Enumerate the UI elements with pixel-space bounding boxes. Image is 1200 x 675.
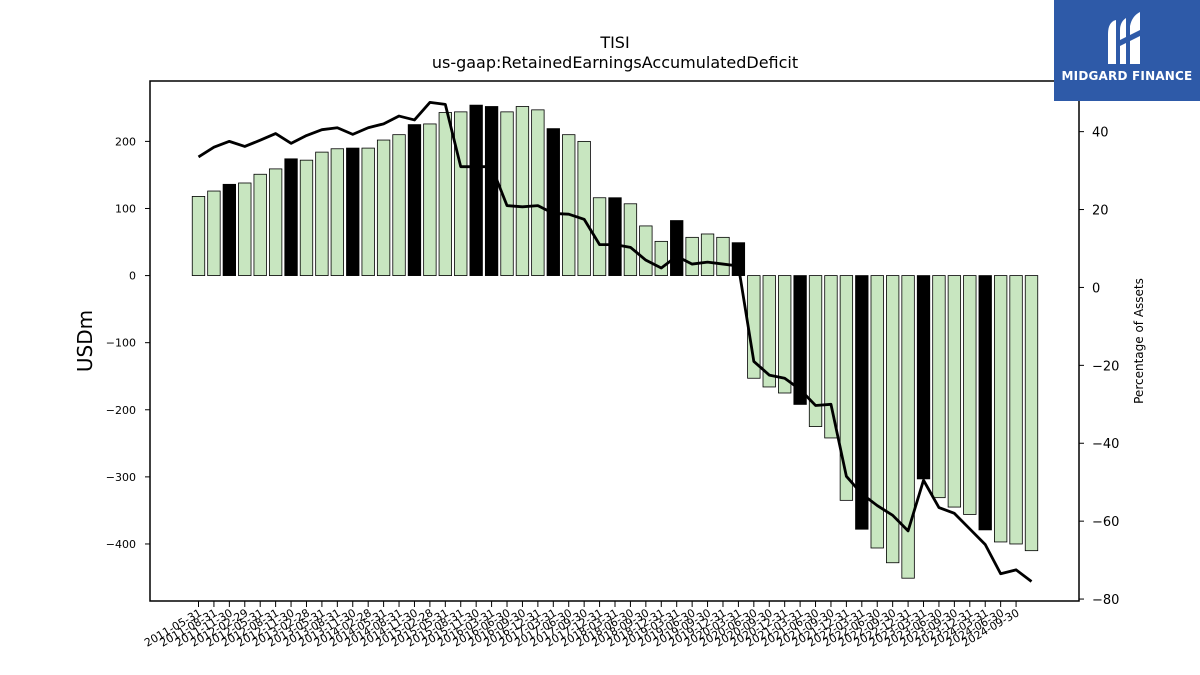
bar bbox=[947, 275, 962, 508]
bar bbox=[978, 275, 992, 531]
bar bbox=[808, 275, 823, 427]
bar bbox=[484, 106, 499, 276]
bar bbox=[623, 203, 638, 276]
y-ticks-right: 40 20 0 −20 −40 −60 −80 bbox=[1079, 126, 1119, 608]
y-tick-label: 0 bbox=[129, 270, 136, 283]
bar bbox=[994, 275, 1008, 543]
bar bbox=[685, 236, 699, 276]
bar bbox=[330, 148, 344, 276]
bar bbox=[191, 196, 206, 276]
y2-tick-label: −60 bbox=[1092, 515, 1119, 530]
y2-tick-label: 0 bbox=[1092, 281, 1100, 296]
bar bbox=[793, 275, 807, 405]
bar bbox=[268, 168, 283, 276]
bar bbox=[222, 183, 237, 276]
y-tick-label: −100 bbox=[106, 337, 136, 350]
bar bbox=[392, 134, 406, 276]
bar bbox=[731, 242, 746, 276]
y-tick-label: 200 bbox=[115, 135, 136, 148]
y2-tick-label: −80 bbox=[1092, 593, 1119, 608]
bar bbox=[577, 140, 591, 276]
bar bbox=[700, 233, 715, 276]
bar bbox=[299, 159, 314, 276]
bar bbox=[423, 123, 437, 276]
bar bbox=[407, 124, 422, 276]
y-tick-label: −200 bbox=[106, 404, 136, 417]
bar bbox=[531, 109, 545, 276]
bar bbox=[654, 240, 668, 276]
bar bbox=[515, 106, 530, 276]
logo-mark-icon bbox=[1108, 12, 1140, 64]
bar bbox=[469, 104, 483, 276]
y2-tick-label: 40 bbox=[1092, 126, 1109, 141]
chart-subtitle: us-gaap:RetainedEarningsAccumulatedDefic… bbox=[432, 53, 798, 72]
bar bbox=[839, 275, 854, 501]
bar bbox=[315, 151, 329, 276]
bar bbox=[454, 111, 468, 276]
bar bbox=[716, 236, 730, 276]
chart-title: TISI bbox=[599, 33, 629, 52]
bar bbox=[670, 220, 684, 276]
bar bbox=[361, 147, 375, 276]
y-tick-label: 100 bbox=[115, 202, 136, 215]
bar bbox=[562, 134, 576, 276]
bar bbox=[376, 139, 391, 276]
y-tick-label: −400 bbox=[106, 538, 136, 551]
bar bbox=[284, 158, 298, 276]
y2-tick-label: −40 bbox=[1092, 437, 1119, 452]
bar bbox=[870, 275, 884, 549]
bar bbox=[901, 275, 915, 579]
y-axis-label: USDm bbox=[73, 310, 97, 372]
y2-tick-label: 20 bbox=[1092, 204, 1109, 219]
y-tick-label: −300 bbox=[106, 471, 136, 484]
y-ticks-left: 200 100 0 −100 −200 −300 −400 bbox=[106, 135, 150, 551]
bar bbox=[546, 128, 560, 276]
bar bbox=[1024, 275, 1039, 552]
bar bbox=[855, 275, 869, 530]
bar bbox=[762, 275, 776, 388]
bar bbox=[207, 190, 221, 276]
line-layer bbox=[197, 101, 1033, 583]
x-ticks: 2011-05-312011-08-312011-11-302012-02-29… bbox=[142, 601, 1022, 650]
bar bbox=[778, 275, 792, 394]
bar bbox=[932, 275, 946, 499]
bar bbox=[963, 275, 977, 515]
bar bbox=[916, 275, 931, 480]
brand-logo: MIDGARD FINANCE bbox=[1054, 0, 1200, 101]
y2-tick-label: −20 bbox=[1092, 359, 1119, 374]
bar bbox=[253, 173, 267, 276]
bar bbox=[639, 225, 653, 276]
bar bbox=[238, 182, 252, 276]
bar bbox=[1009, 275, 1023, 545]
series-line-percentage bbox=[197, 101, 1033, 583]
bars-layer bbox=[191, 104, 1039, 579]
bar bbox=[438, 112, 452, 276]
bar bbox=[346, 147, 360, 276]
bar bbox=[608, 197, 622, 276]
y2-axis-label: Percentage of Assets bbox=[1132, 278, 1146, 404]
bar bbox=[886, 275, 900, 564]
bar bbox=[824, 275, 838, 439]
logo-text: MIDGARD FINANCE bbox=[1061, 69, 1193, 83]
bar bbox=[500, 111, 514, 276]
